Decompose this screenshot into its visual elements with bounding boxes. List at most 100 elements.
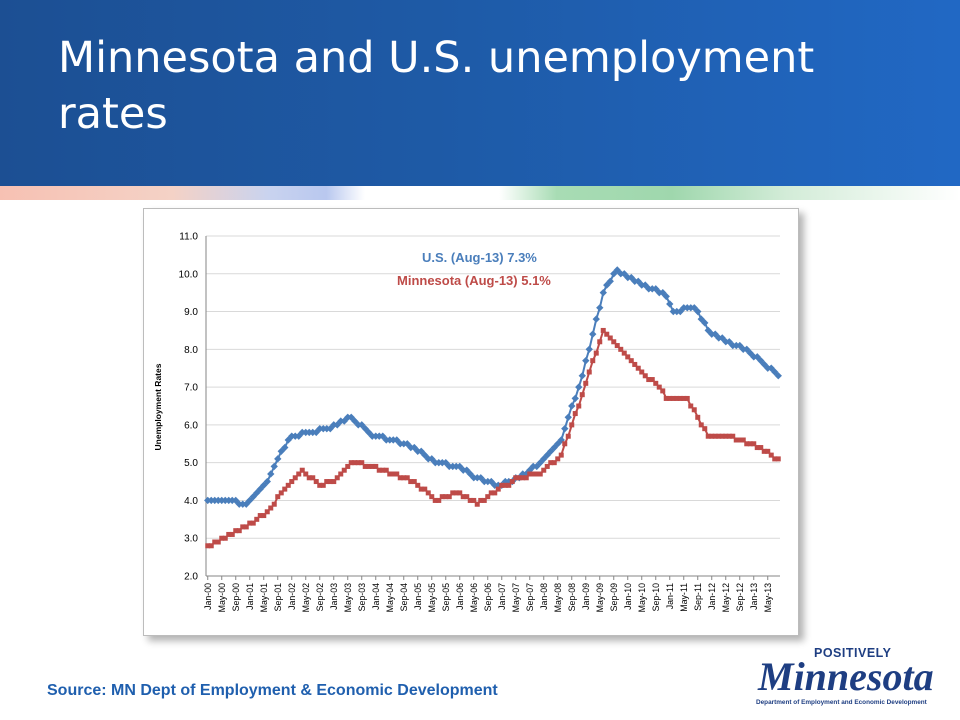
us-point xyxy=(571,394,579,403)
mn-point xyxy=(660,388,666,394)
mn-point xyxy=(404,475,410,481)
mn-point xyxy=(324,479,330,485)
mn-point xyxy=(271,501,277,507)
mn-point xyxy=(502,482,508,488)
y-tick-label: 4.0 xyxy=(184,496,198,507)
us-point xyxy=(564,413,572,421)
x-tick-label: Sep-05 xyxy=(441,583,451,611)
mn-point xyxy=(506,482,512,488)
x-tick-labels: Jan-00 May-00 Sep-00 Jan-01 May-01 Sep-01 Jan-… xyxy=(203,583,773,612)
mn-point xyxy=(359,460,365,466)
x-tick-label: Jan-01 xyxy=(245,583,255,610)
mn-point xyxy=(352,460,358,466)
us-point xyxy=(774,372,782,380)
mn-point xyxy=(485,494,491,500)
mn-point xyxy=(523,475,529,481)
mn-point xyxy=(611,339,617,345)
x-tick-label: May-02 xyxy=(301,583,311,612)
mn-point xyxy=(705,433,711,439)
mn-point xyxy=(590,358,596,364)
mn-point xyxy=(768,452,774,458)
mn-point xyxy=(663,395,669,401)
mn-point xyxy=(275,494,281,500)
mn-point xyxy=(292,475,298,481)
mn-point xyxy=(597,339,603,345)
mn-point xyxy=(408,479,414,485)
x-tick-label: Sep-00 xyxy=(231,583,241,611)
mn-point xyxy=(320,482,326,488)
mn-point xyxy=(740,437,746,443)
mn-point xyxy=(737,437,743,443)
mn-point xyxy=(257,513,263,519)
y-tick-label: 8.0 xyxy=(184,345,198,356)
mn-point xyxy=(576,403,582,409)
mn-point xyxy=(614,343,620,349)
mn-point xyxy=(467,497,473,503)
mn-point xyxy=(646,377,652,383)
mn-point xyxy=(471,497,477,503)
mn-point xyxy=(373,463,379,469)
mn-point xyxy=(285,482,291,488)
mn-point xyxy=(744,441,750,447)
x-tick-label: Sep-06 xyxy=(483,583,493,611)
source-note: Source: MN Dept of Employment & Economic… xyxy=(47,682,498,699)
slide-title: Minnesota and U.S. unemployment rates xyxy=(58,33,815,139)
mn-point xyxy=(348,460,354,466)
mn-point xyxy=(653,380,659,386)
chart-frame: 2.0 3.0 4.0 5.0 6.0 7.0 8.0 9.0 10.0 11.0 Jan-00 M… xyxy=(143,208,799,636)
mn-point xyxy=(691,407,697,413)
x-tick-label: Jan-06 xyxy=(455,583,465,610)
mn-point xyxy=(534,471,540,477)
mn-point xyxy=(702,426,708,432)
mn-point xyxy=(639,369,645,375)
unemployment-chart: 2.0 3.0 4.0 5.0 6.0 7.0 8.0 9.0 10.0 11.0 Jan-00 M… xyxy=(153,232,782,612)
us-point xyxy=(274,455,282,463)
mn-point xyxy=(457,490,463,496)
mn-point xyxy=(205,543,211,549)
x-tick-label: Jan-12 xyxy=(707,583,717,610)
mn-point xyxy=(481,497,487,503)
x-tick-label: Jan-08 xyxy=(539,583,549,610)
x-tick-label: May-01 xyxy=(259,583,269,612)
mn-point xyxy=(649,377,655,383)
mn-point xyxy=(331,479,337,485)
mn-point xyxy=(366,463,372,469)
y-tick-label: 7.0 xyxy=(184,383,198,394)
mn-point xyxy=(726,433,732,439)
mn-point xyxy=(733,437,739,443)
us-point xyxy=(596,304,604,312)
mn-point xyxy=(432,497,438,503)
mn-point xyxy=(709,433,715,439)
mn-point xyxy=(450,490,456,496)
mn-point xyxy=(422,486,428,492)
mn-point xyxy=(474,501,480,507)
mn-point xyxy=(698,422,704,428)
mn-point xyxy=(397,475,403,481)
mn-point xyxy=(425,490,431,496)
mn-point xyxy=(548,460,554,466)
x-tick-label: May-11 xyxy=(679,583,689,612)
us-point xyxy=(585,345,593,353)
us-point xyxy=(270,462,278,471)
mn-point xyxy=(212,539,218,545)
mn-series xyxy=(205,327,781,549)
mn-point xyxy=(537,471,543,477)
mn-point xyxy=(579,392,585,398)
x-tick-label: Sep-08 xyxy=(567,583,577,611)
mn-point xyxy=(233,528,239,534)
mn-point xyxy=(296,471,302,477)
us-point xyxy=(561,424,569,433)
mn-point xyxy=(551,460,557,466)
x-tick-label: Sep-11 xyxy=(693,583,703,611)
mn-point xyxy=(712,433,718,439)
mn-point xyxy=(754,445,760,451)
x-tick-label: May-09 xyxy=(595,583,605,612)
mn-point xyxy=(261,513,267,519)
x-tick-label: Jan-02 xyxy=(287,583,297,610)
mn-point xyxy=(303,471,309,477)
mn-point xyxy=(215,539,221,545)
us-point xyxy=(592,315,600,323)
mn-point xyxy=(758,445,764,451)
mn-point xyxy=(289,479,295,485)
mn-point xyxy=(355,460,361,466)
